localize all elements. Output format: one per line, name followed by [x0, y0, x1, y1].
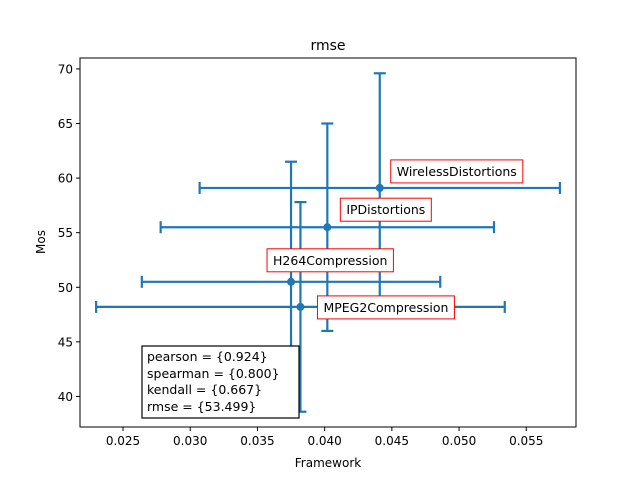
data-marker: [323, 223, 332, 232]
stats-box: pearson = {0.924} spearman = {0.800} ken…: [141, 345, 300, 419]
data-marker: [287, 277, 296, 286]
point-annotation: MPEG2Compression: [316, 295, 455, 320]
annotation-box: [266, 248, 394, 273]
y-tick-label: 65: [58, 117, 73, 131]
stats-box-frame: [141, 345, 300, 419]
y-axis-label: Mos: [34, 230, 48, 254]
y-tick-label: 50: [58, 281, 73, 295]
x-tick-label: 0.030: [173, 434, 207, 448]
annotation-box: [339, 197, 432, 222]
x-tick-label: 0.035: [240, 434, 274, 448]
point-annotations: WirelessDistortions IPDistortions H264Comp…: [266, 159, 524, 320]
y-axis: 40 45 50 55 60 65 70: [58, 62, 80, 404]
y-tick-label: 60: [58, 172, 73, 186]
x-tick-label: 0.025: [106, 434, 140, 448]
x-tick-label: 0.055: [509, 434, 543, 448]
chart-title: rmse: [310, 38, 345, 54]
annotation-label: H264Compression: [273, 253, 387, 268]
stats-pearson: pearson = {0.924}: [147, 349, 268, 364]
y-tick-label: 45: [58, 335, 73, 349]
y-tick-label: 55: [58, 226, 73, 240]
stats-kendall: kendall = {0.667}: [147, 382, 262, 397]
point-annotation: WirelessDistortions: [390, 159, 524, 184]
annotation-label: MPEG2Compression: [323, 300, 448, 315]
annotation-box: [316, 295, 455, 320]
annotation-label: WirelessDistortions: [397, 164, 517, 179]
point-annotation: H264Compression: [266, 248, 394, 273]
y-tick-label: 40: [58, 390, 73, 404]
axes-frame: [79, 57, 577, 428]
x-axis-label: Framework: [295, 456, 361, 470]
x-tick-label: 0.045: [375, 434, 409, 448]
data-marker: [375, 183, 384, 192]
point-annotation: IPDistortions: [339, 197, 432, 222]
x-tick-label: 0.050: [442, 434, 476, 448]
annotation-label: IPDistortions: [346, 202, 425, 217]
annotation-box: [390, 159, 524, 184]
y-tick-label: 70: [58, 62, 73, 76]
x-tick-label: 0.040: [307, 434, 341, 448]
data-marker: [296, 302, 305, 311]
stats-rmse: rmse = {53.499}: [147, 399, 256, 414]
stats-spearman: spearman = {0.800}: [147, 366, 280, 381]
x-axis: 0.025 0.030 0.035 0.040 0.045 0.050 0.055: [106, 427, 543, 448]
